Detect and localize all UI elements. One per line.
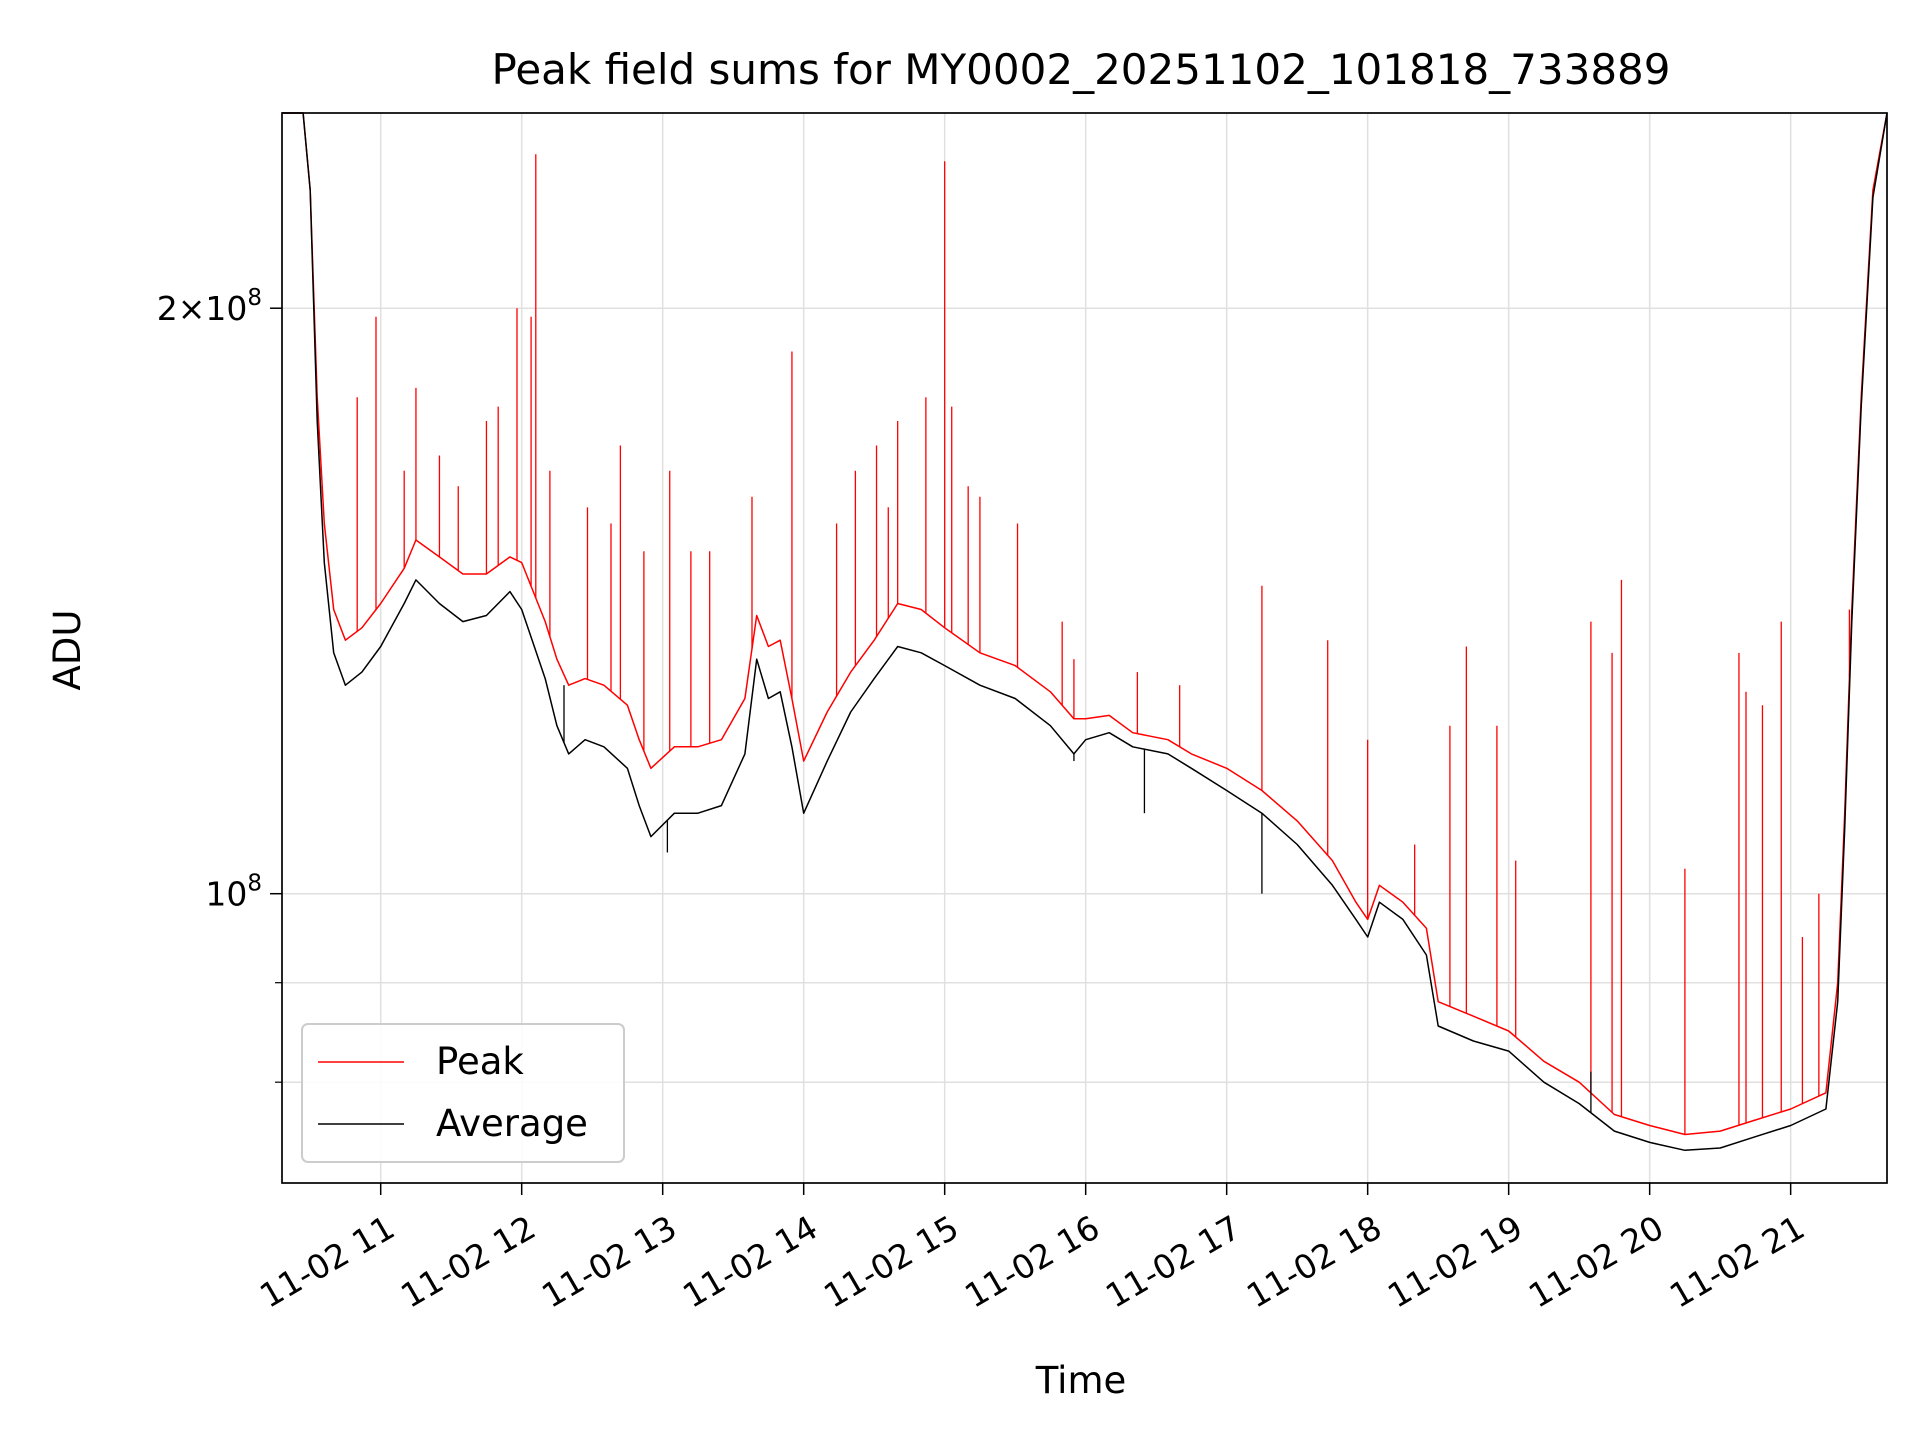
average-series-line <box>282 112 1888 1152</box>
y-tick-label: 108 <box>205 871 262 914</box>
y-tick-label: 2×108 <box>157 285 262 328</box>
x-axis-label: Time <box>1035 1359 1127 1402</box>
legend-box <box>301 1023 625 1163</box>
y-axis-ticks: 108 2×108 <box>157 285 282 1083</box>
legend-average-label: Average <box>436 1102 588 1145</box>
axes-frame <box>281 112 1888 1184</box>
y-axis-label: ADU <box>46 610 89 691</box>
legend-peak-label: Peak <box>436 1040 524 1083</box>
legend: Peak Average <box>301 1023 625 1163</box>
grid-lines <box>282 113 1887 1183</box>
plot-area <box>282 112 1888 1152</box>
chart-title: Peak field sums for MY0002_20251102_1018… <box>491 45 1670 94</box>
peak-series-line <box>282 112 1888 1136</box>
